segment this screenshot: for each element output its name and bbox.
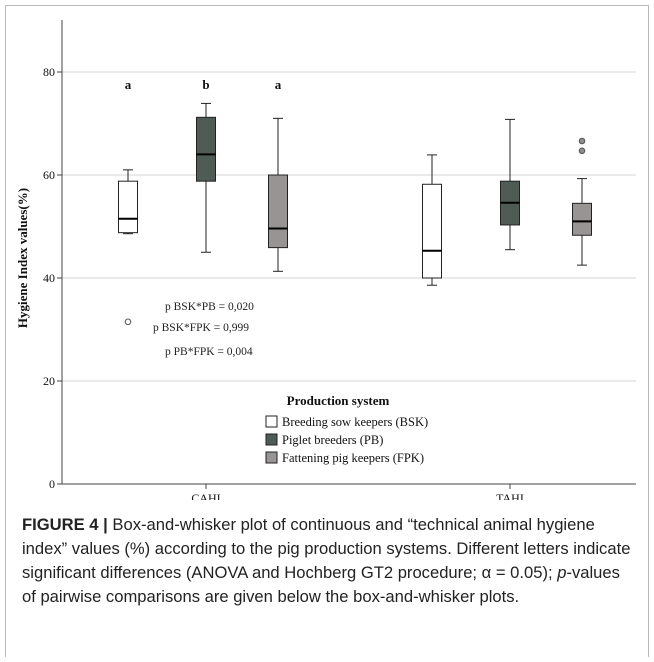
y-axis-ticks: 0 20 40 60 80 xyxy=(43,65,62,491)
y-tick-label: 40 xyxy=(43,271,55,285)
outlier-point xyxy=(578,147,586,155)
significance-letter: a xyxy=(275,77,282,92)
box-0-0 xyxy=(118,169,138,326)
gridlines xyxy=(62,71,636,382)
y-axis-label: Hygiene Index values(%) xyxy=(15,188,30,328)
legend-label: Breeding sow keepers (BSK) xyxy=(282,415,428,429)
box-0-1 xyxy=(422,154,442,286)
box-iqr xyxy=(118,180,138,234)
box-1-0 xyxy=(196,102,216,253)
figure-label: FIGURE 4 | xyxy=(22,515,108,534)
figure-frame xyxy=(5,5,649,657)
boxes xyxy=(118,102,592,326)
p-value-text: p PB*FPK = 0,004 xyxy=(165,346,253,358)
box-iqr xyxy=(572,202,592,236)
y-tick-label: 0 xyxy=(49,477,55,491)
box-2-1 xyxy=(572,137,592,266)
legend-label: Piglet breeders (PB) xyxy=(282,433,383,447)
significance-letter: a xyxy=(125,77,132,92)
outlier-point xyxy=(124,318,132,326)
caption-p-italic: p xyxy=(557,563,567,582)
y-tick-label: 80 xyxy=(43,65,55,79)
caption-text-1: Box-and-whisker plot of continuous and “… xyxy=(22,515,631,582)
figure-caption: FIGURE 4 | Box-and-whisker plot of conti… xyxy=(22,513,634,609)
x-tick-label: TAHI xyxy=(496,491,524,500)
p-value-annotations: p BSK*PB = 0,020 p BSK*FPK = 0,999 p PB*FP… xyxy=(153,301,254,358)
y-tick-label: 20 xyxy=(43,374,55,388)
y-tick-label: 60 xyxy=(43,168,55,182)
legend-label: Fattening pig keepers (FPK) xyxy=(282,451,424,465)
legend: Production system Breeding sow keepers (B… xyxy=(265,393,428,465)
outlier-point xyxy=(578,137,586,145)
box-iqr xyxy=(268,174,288,249)
box-plot-chart: 0 20 40 60 80 Hygiene Index values(%) CAHI TA… xyxy=(15,20,636,500)
x-tick-label: CAHI xyxy=(191,491,220,500)
caption-text-2: -values of pairwise comparisons are give… xyxy=(22,563,620,606)
legend-swatch xyxy=(265,451,278,464)
significance-letter: b xyxy=(202,77,209,92)
legend-swatch xyxy=(265,415,278,428)
p-value-text: p BSK*PB = 0,020 xyxy=(165,301,254,313)
box-iqr xyxy=(422,183,442,279)
legend-swatch xyxy=(265,433,278,446)
x-axis-categories: CAHI TAHI xyxy=(191,484,524,500)
box-1-1 xyxy=(500,118,520,251)
box-iqr xyxy=(196,116,216,182)
box-2-0 xyxy=(268,117,288,272)
p-value-text: p BSK*FPK = 0,999 xyxy=(153,322,249,334)
legend-title: Production system xyxy=(287,393,390,408)
